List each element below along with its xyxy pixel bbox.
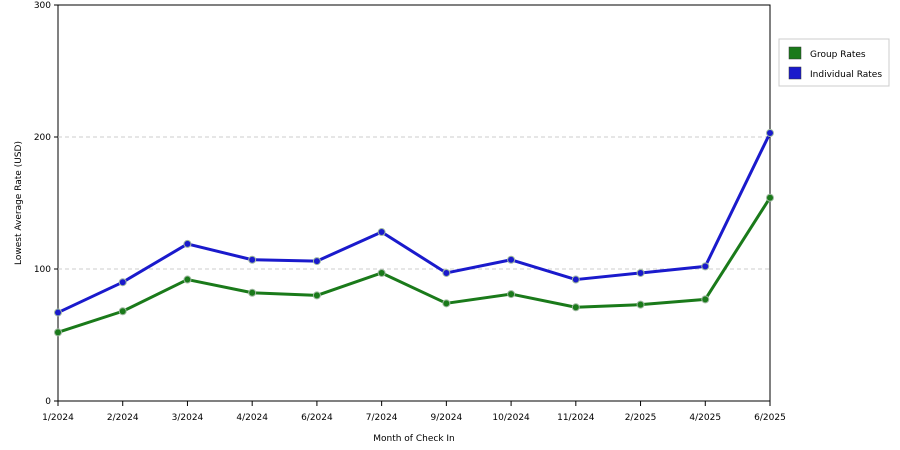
data-point-group-rates [507,290,516,299]
data-point-group-rates [54,328,62,337]
data-point-individual-rates [442,268,451,277]
data-point-individual-rates [636,268,645,277]
data-point-group-rates [442,299,451,308]
plot-frame [57,4,771,402]
x-tick-label: 4/2025 [689,413,721,423]
x-tick-label: 4/2024 [236,413,268,423]
data-point-individual-rates [701,262,710,271]
data-point-individual-rates [377,228,386,237]
data-point-individual-rates [118,278,127,287]
data-point-group-rates [183,275,192,284]
x-tick-label: 6/2025 [754,413,786,423]
series-line-individual-rates [56,131,772,315]
x-tick-label: 7/2024 [366,413,398,423]
data-point-group-rates [248,288,257,297]
legend-label-individual-rates: Individual Rates [810,70,882,80]
legend-swatch-individual-rates [788,66,802,80]
x-axis: 1/2024 2/2024 3/2024 4/2024 6/2024 7/2024 9/20… [42,401,786,423]
data-point-individual-rates [248,255,257,264]
x-tick-label: 2/2024 [107,413,139,423]
y-axis: 0 100 200 300 [34,1,58,407]
x-tick-label: 10/2024 [492,413,530,423]
y-axis-title: Lowest Average Rate (USD) [14,141,24,265]
legend-swatch-group-rates [788,46,802,60]
data-point-individual-rates [507,255,516,264]
x-tick-label: 6/2024 [301,413,333,423]
legend-label-group-rates: Group Rates [810,50,866,60]
x-tick-label: 9/2024 [431,413,463,423]
legend: Group Rates Individual Rates [778,38,890,87]
data-point-group-rates [766,193,774,202]
y-tick-label: 100 [34,265,51,275]
y-tick-label: 300 [34,1,51,11]
x-tick-label: 1/2024 [42,413,74,423]
data-point-group-rates [312,291,321,300]
x-tick-label: 2/2025 [625,413,657,423]
data-point-individual-rates [571,275,580,284]
y-tick-label: 200 [34,133,51,143]
data-point-group-rates [571,303,580,312]
data-point-group-rates [377,268,386,277]
data-point-group-rates [701,295,710,304]
data-point-individual-rates [312,257,321,266]
series-lines [54,129,774,337]
data-point-individual-rates [766,129,774,138]
data-point-group-rates [636,300,645,309]
y-tick-label: 0 [45,397,51,407]
x-tick-label: 3/2024 [172,413,204,423]
data-point-group-rates [118,307,127,316]
series-line-group-rates [56,196,772,334]
data-point-individual-rates [54,308,62,317]
data-point-individual-rates [183,239,192,248]
x-tick-label: 11/2024 [557,413,595,423]
x-axis-title: Month of Check In [373,434,455,444]
